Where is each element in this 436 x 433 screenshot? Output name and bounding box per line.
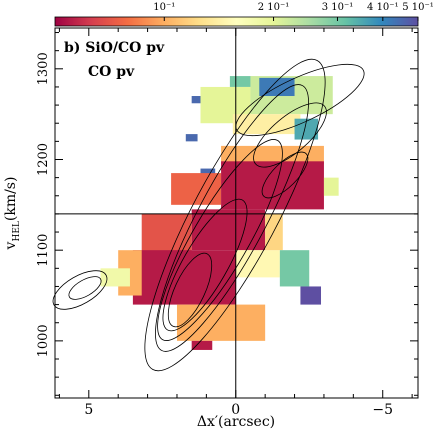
heatmap-cell [191,340,213,350]
colorbar-tick-label: 2 10⁻¹ [258,2,290,13]
y-tick-label: 1000 [36,324,51,357]
heatmap-cell [176,304,266,341]
heatmap-cell [229,76,251,87]
heatmap-cell [171,173,222,205]
heatmap-cell [132,250,236,305]
heatmap-cell [300,286,322,305]
heatmap-cell [191,209,266,251]
contour [162,198,248,332]
contour [155,84,309,352]
heatmap-cell [232,114,301,135]
contour [261,151,309,199]
x-tick-label: 0 [231,402,240,418]
y-tick-label: 1100 [36,234,51,267]
panel-subtitle: CO pv [88,64,135,80]
heatmap [100,76,339,350]
contour [144,58,326,372]
heatmap-cell [279,250,310,287]
contours [52,58,365,372]
heatmap-cell [235,250,280,278]
contour [235,63,365,137]
contour [167,252,213,328]
colorbar-tick-label: 5 10⁻¹ [402,2,434,13]
y-label-main: v [3,241,19,250]
panel-title: b) SiO/CO pv [64,40,165,56]
x-axis-label: Δx′(arcsec) [197,414,275,430]
y-label-unit: (km/s) [3,177,19,222]
colorbar-tick-label: 4 10⁻¹ [367,2,399,13]
contour [253,102,327,168]
contour [157,139,283,341]
colorbar-tick-label: 10⁻¹ [153,2,175,13]
heatmap-cell [185,134,198,142]
heatmap-cell [191,96,201,104]
y-tick-label: 1200 [36,143,51,176]
heatmap-cell [100,268,130,287]
contour [68,276,102,300]
contour [52,270,108,310]
plot-frame [54,27,419,399]
heatmap-cell [221,161,324,210]
x-tick-label: 5 [84,402,93,418]
x-tick-label: −5 [372,402,393,418]
heatmap-cell [323,177,339,196]
colorbar-tick-label: 3 10⁻¹ [322,2,354,13]
y-axis-label: vHEL(km/s) [3,177,22,251]
y-tick-label: 1300 [36,52,51,85]
colorbar [54,16,419,27]
y-label-sub: HEL [12,221,22,241]
